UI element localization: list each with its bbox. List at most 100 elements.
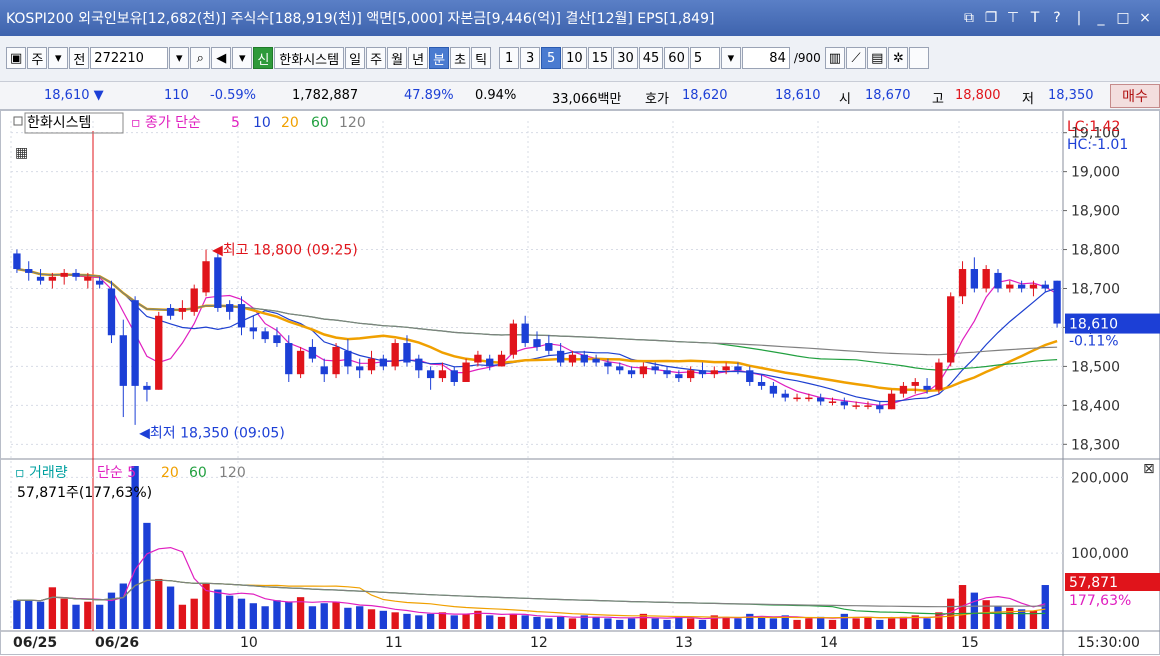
speaker-dropdown-icon[interactable]: ▾ — [232, 47, 253, 69]
volume-bar — [155, 578, 163, 629]
price-tick-label: 18,300 — [1071, 437, 1120, 453]
separator-icon: | — [1076, 10, 1082, 26]
candle-body — [994, 272, 1002, 289]
maximize-icon[interactable]: □ — [1116, 10, 1130, 26]
scope-button[interactable]: 전 — [69, 47, 90, 69]
code-dropdown-icon[interactable]: ▾ — [169, 47, 190, 69]
volume-bar — [781, 615, 789, 629]
hoga-label: 호가 — [645, 92, 669, 107]
option-checkbox[interactable] — [909, 47, 930, 69]
interval-dropdown-icon[interactable]: ▾ — [720, 47, 741, 69]
interval-1[interactable]: 1 — [499, 47, 520, 69]
volume-bar — [568, 618, 577, 629]
volume-bar — [214, 589, 222, 629]
volume-bar — [237, 598, 246, 629]
interval-3[interactable]: 3 — [520, 47, 541, 69]
volume-bar — [592, 616, 600, 629]
candle-body — [521, 323, 529, 344]
candle-body — [947, 296, 955, 363]
font-icon[interactable]: T — [1030, 10, 1040, 26]
interval-60[interactable]: 60 — [664, 47, 689, 69]
volume-bar — [923, 618, 931, 629]
period-type-select[interactable]: 주 — [27, 47, 48, 69]
volume-bar — [25, 600, 33, 629]
interval-15[interactable]: 15 — [587, 47, 613, 69]
new-window-icon[interactable]: ❐ — [984, 10, 998, 26]
window-title: KOSPI200 외국인보유[12,682(천)] 주식수[188,919(천)… — [6, 11, 715, 27]
interval-45[interactable]: 45 — [638, 47, 664, 69]
tab-month[interactable]: 월 — [387, 47, 408, 69]
candle-body — [296, 350, 305, 375]
price-legend-ma-10: 10 — [253, 115, 271, 131]
open-label: 시 — [839, 92, 851, 107]
price-change: 110 — [164, 88, 189, 103]
x-tick-label: 10 — [240, 635, 258, 651]
volume-bar — [746, 613, 754, 629]
interval-10[interactable]: 10 — [562, 47, 587, 69]
high-annotation: ◀최고 18,800 (09:25) — [212, 243, 358, 259]
turnover-rate: 0.94% — [475, 88, 517, 103]
volume-bar — [1006, 607, 1014, 629]
close-icon[interactable]: × — [1139, 10, 1151, 26]
restore-icon[interactable]: ⧉ — [964, 10, 974, 26]
candle-body — [190, 288, 198, 312]
candle-body — [119, 335, 127, 386]
bar-count-input[interactable]: 84 — [741, 47, 790, 69]
tab-tick[interactable]: 틱 — [471, 47, 492, 69]
gear-icon[interactable]: ✲ — [888, 47, 909, 69]
high-price: 18,800 — [955, 88, 1001, 103]
tab-minute[interactable]: 분 — [429, 47, 450, 69]
candle-body — [698, 370, 707, 375]
interval-30[interactable]: 30 — [613, 47, 638, 69]
candle-body — [450, 370, 458, 382]
pin-icon[interactable]: ⊤ — [1006, 10, 1020, 26]
volume-bar — [379, 610, 388, 629]
candle-body — [1017, 284, 1026, 289]
volume-bar — [686, 618, 695, 629]
candle-body — [793, 397, 801, 400]
stock-name-label[interactable]: 한화시스템 — [274, 47, 345, 69]
tab-second[interactable]: 초 — [450, 47, 471, 69]
tab-year[interactable]: 년 — [408, 47, 429, 69]
x-tick-label: 06/26 — [95, 635, 139, 651]
price-tick-label: 18,400 — [1071, 398, 1120, 414]
save-icon[interactable]: ▤ — [867, 47, 888, 69]
volume-legend-ma-label: 단순 5 — [97, 465, 136, 481]
minimize-icon[interactable]: _ — [1097, 10, 1105, 26]
candle-body — [769, 385, 778, 394]
volume-bar — [48, 587, 57, 629]
volume-bar — [663, 619, 671, 629]
candle-body — [155, 315, 163, 390]
volume-bar — [391, 612, 399, 629]
price-tick-label: 18,800 — [1071, 243, 1120, 259]
draw-tool-icon[interactable]: ⟋ — [846, 47, 867, 69]
candle-body — [616, 366, 624, 371]
stock-code-input[interactable]: 272210 — [90, 47, 169, 69]
chart-canvas[interactable]: 19,10019,00018,90018,80018,70018,60018,5… — [1, 111, 1160, 656]
volume-bar — [1029, 610, 1038, 629]
window-menu-icon[interactable]: ▣ — [6, 47, 27, 69]
last-volume-label: 57,871 — [1069, 575, 1118, 591]
help-icon[interactable]: ? — [1053, 10, 1061, 26]
chevron-down-icon[interactable]: ▾ — [48, 47, 69, 69]
candle-body — [817, 397, 825, 402]
buy-button[interactable]: 매수 — [1110, 84, 1160, 108]
tab-week[interactable]: 주 — [366, 47, 387, 69]
candle-body — [13, 253, 21, 270]
low-label: 저 — [1022, 92, 1034, 107]
candle-body — [533, 339, 541, 347]
candle-body — [757, 381, 766, 386]
tab-day[interactable]: 일 — [345, 47, 366, 69]
interval-5[interactable]: 5 — [541, 47, 562, 69]
volume-bar — [698, 619, 707, 629]
candle-type-icon[interactable]: ▥ — [824, 47, 846, 69]
custom-interval-input[interactable]: 5 — [689, 47, 720, 69]
speaker-icon[interactable]: ◀ — [211, 47, 232, 69]
search-icon[interactable]: ⌕ — [190, 47, 211, 69]
volume-legend-ma-20: 20 — [161, 465, 179, 481]
candle-body — [84, 276, 92, 281]
chart-area[interactable]: 19,10019,00018,90018,80018,70018,60018,5… — [0, 110, 1160, 656]
price-legend-name: 한화시스템 — [27, 115, 91, 131]
volume-bar — [474, 610, 482, 629]
candle-body — [556, 350, 565, 363]
